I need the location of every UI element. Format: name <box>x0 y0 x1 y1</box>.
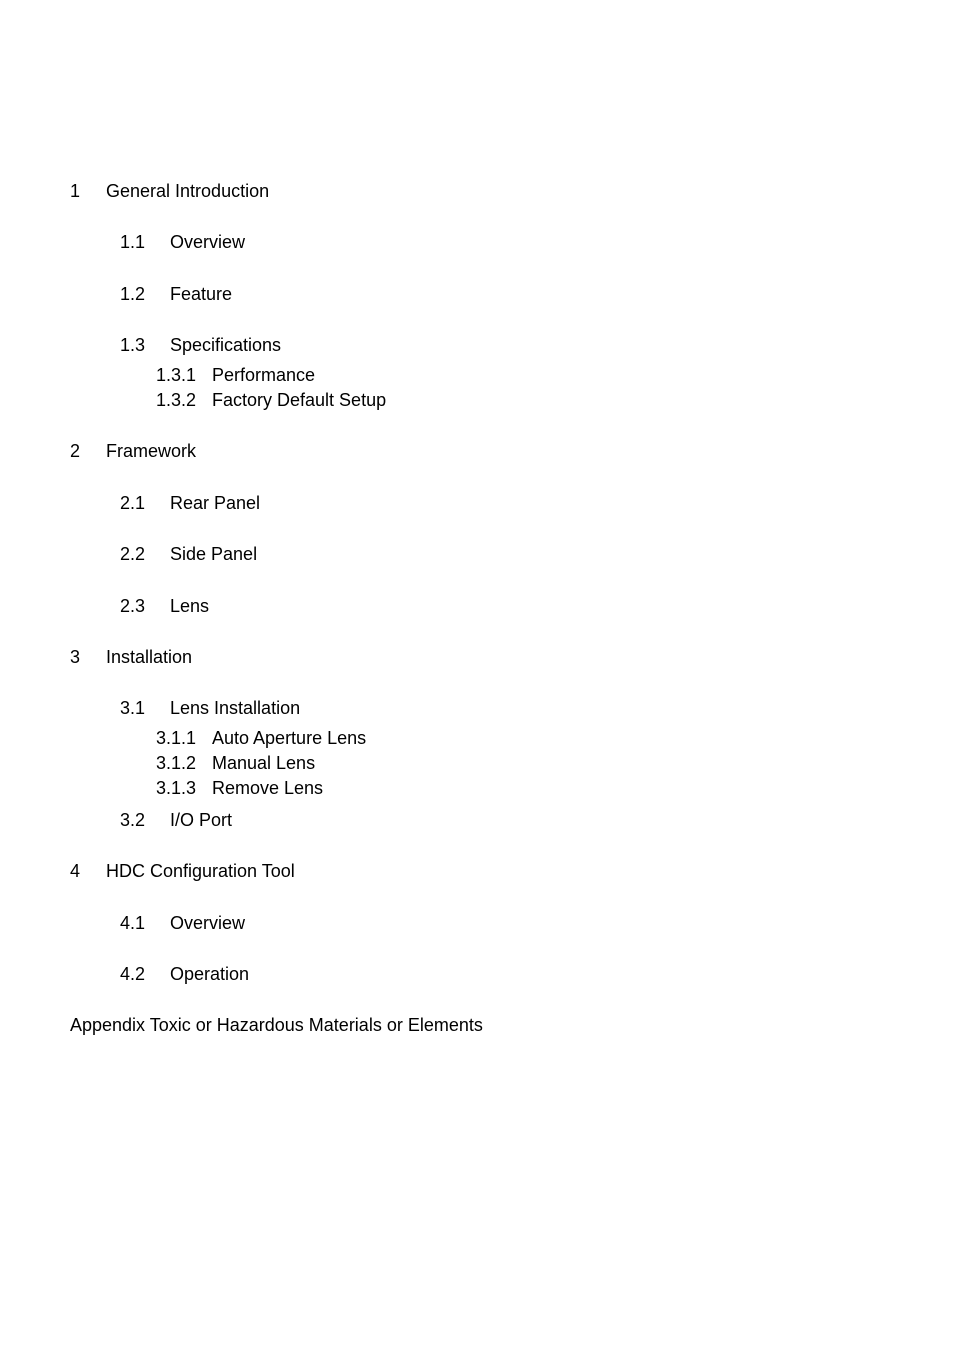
toc-number: 3.2 <box>120 809 170 832</box>
toc-entry-l1: 4 HDC Configuration Tool <box>70 860 884 883</box>
toc-number: 3.1.3 <box>156 777 212 800</box>
toc-title: Lens <box>170 595 209 618</box>
toc-number: 1.3.2 <box>156 389 212 412</box>
toc-entry-l2: 1.1 Overview <box>120 231 884 254</box>
toc-title: Feature <box>170 283 232 306</box>
toc-number: 2.1 <box>120 492 170 515</box>
toc-page: 1 General Introduction 1.1 Overview 1.2 … <box>0 0 954 1038</box>
toc-section-4: 4 HDC Configuration Tool 4.1 Overview 4.… <box>70 860 884 986</box>
toc-title: Installation <box>106 646 192 669</box>
toc-number: 2 <box>70 440 106 463</box>
toc-number: 2.3 <box>120 595 170 618</box>
toc-appendix: Appendix Toxic or Hazardous Materials or… <box>70 1014 884 1037</box>
toc-number: 1.1 <box>120 231 170 254</box>
toc-title: Rear Panel <box>170 492 260 515</box>
toc-title: Specifications <box>170 334 281 357</box>
toc-entry-l2: 2.3 Lens <box>120 595 884 618</box>
toc-title: Remove Lens <box>212 777 323 800</box>
toc-title: Performance <box>212 364 315 387</box>
toc-entry-l1: 2 Framework <box>70 440 884 463</box>
toc-entry-l2: 1.3 Specifications <box>120 334 884 357</box>
toc-title: Operation <box>170 963 249 986</box>
toc-number: 3.1 <box>120 697 170 720</box>
toc-entry-l2: 4.1 Overview <box>120 912 884 935</box>
toc-entry-l1: 3 Installation <box>70 646 884 669</box>
toc-entry-l2: 2.1 Rear Panel <box>120 492 884 515</box>
toc-title: Framework <box>106 440 196 463</box>
toc-title: Overview <box>170 912 245 935</box>
toc-entry-l1: 1 General Introduction <box>70 180 884 203</box>
toc-number: 3 <box>70 646 106 669</box>
toc-entry-l2: 3.1 Lens Installation <box>120 697 884 720</box>
toc-title: Lens Installation <box>170 697 300 720</box>
toc-entry-l2: 4.2 Operation <box>120 963 884 986</box>
toc-number: 4.2 <box>120 963 170 986</box>
toc-number: 3.1.1 <box>156 727 212 750</box>
toc-number: 1 <box>70 180 106 203</box>
toc-title: Side Panel <box>170 543 257 566</box>
toc-section-3: 3 Installation 3.1 Lens Installation 3.1… <box>70 646 884 832</box>
toc-title: Overview <box>170 231 245 254</box>
toc-appendix-title: Appendix Toxic or Hazardous Materials or… <box>70 1015 483 1035</box>
toc-title: I/O Port <box>170 809 232 832</box>
toc-entry-l2: 2.2 Side Panel <box>120 543 884 566</box>
toc-section-1: 1 General Introduction 1.1 Overview 1.2 … <box>70 180 884 412</box>
toc-title: Manual Lens <box>212 752 315 775</box>
toc-number: 1.3.1 <box>156 364 212 387</box>
toc-section-2: 2 Framework 2.1 Rear Panel 2.2 Side Pane… <box>70 440 884 618</box>
toc-number: 3.1.2 <box>156 752 212 775</box>
toc-number: 1.3 <box>120 334 170 357</box>
toc-title: Factory Default Setup <box>212 389 386 412</box>
toc-number: 4 <box>70 860 106 883</box>
toc-title: General Introduction <box>106 180 269 203</box>
toc-title: Auto Aperture Lens <box>212 727 366 750</box>
toc-number: 2.2 <box>120 543 170 566</box>
toc-entry-l3: 1.3.1 Performance 1.3.2 Factory Default … <box>156 364 884 413</box>
toc-number: 1.2 <box>120 283 170 306</box>
toc-entry-l2: 1.2 Feature <box>120 283 884 306</box>
toc-entry-l3: 3.1.1 Auto Aperture Lens 3.1.2 Manual Le… <box>156 727 884 801</box>
toc-number: 4.1 <box>120 912 170 935</box>
toc-entry-l2: 3.2 I/O Port <box>120 809 884 832</box>
toc-title: HDC Configuration Tool <box>106 860 295 883</box>
